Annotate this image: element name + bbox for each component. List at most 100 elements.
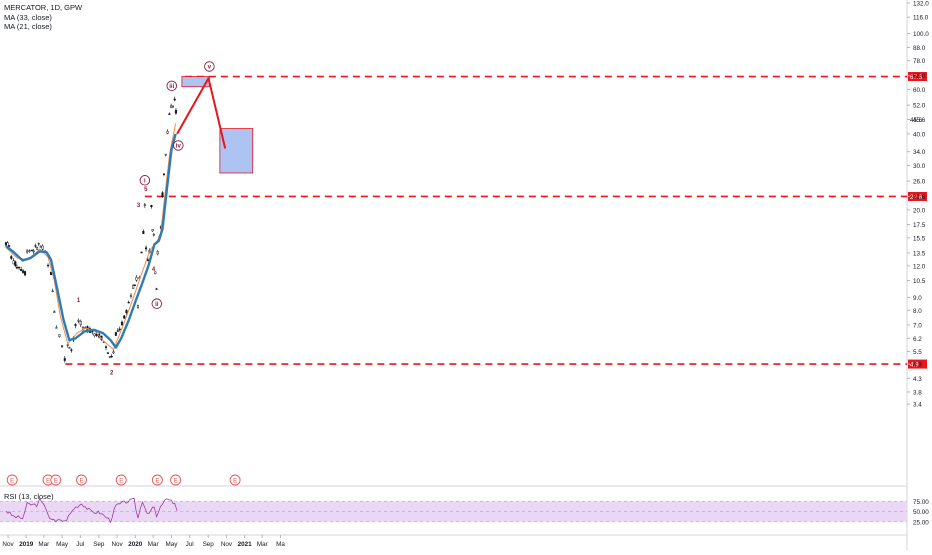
grid-layer — [0, 0, 908, 550]
price-candle-body — [23, 271, 27, 276]
time-tick-label: 2021 — [238, 541, 253, 548]
price-tick-label: 15.5 — [913, 235, 926, 242]
price-candle-body — [114, 332, 117, 336]
wave-label: 1 — [77, 298, 81, 304]
price-candle-body — [118, 328, 121, 331]
price-tick-label: 22.6 — [913, 194, 926, 201]
level-price-tag — [908, 72, 927, 82]
price-candle-body — [68, 347, 71, 349]
price-candle-body — [166, 131, 169, 134]
earnings-marker — [6, 474, 18, 486]
price-candle-body — [104, 346, 108, 348]
time-tick-label: 2019 — [19, 541, 34, 548]
price-candle-body — [140, 251, 143, 254]
earnings-marker-label: E — [54, 478, 58, 484]
price-candle-body — [10, 256, 13, 259]
time-tick-label: May — [165, 541, 178, 548]
price-candle-body — [34, 245, 37, 247]
price-candle-body — [55, 327, 58, 329]
price-candle-body — [12, 260, 15, 265]
wave-circle-marker — [173, 140, 184, 151]
price-tick-label: 30.0 — [913, 163, 926, 170]
price-tick-label: 78.0 — [913, 58, 926, 65]
price-candle-body — [142, 230, 145, 234]
price-candle-body — [110, 355, 113, 358]
price-candle-body — [162, 173, 166, 175]
time-tick-label: May — [56, 541, 69, 548]
price-candle-body — [4, 242, 7, 246]
symbol-title[interactable]: MERCATOR, 1D, GPW — [4, 3, 83, 12]
price-candle-body — [174, 109, 177, 114]
price-candle-body — [144, 247, 148, 250]
price-tick-label: 26.0 — [913, 179, 926, 186]
price-candle-body — [168, 113, 171, 115]
earnings-marker-label: E — [174, 478, 178, 484]
price-candle-body — [74, 324, 77, 326]
earnings-marker — [76, 474, 87, 486]
earnings-marker — [229, 474, 241, 486]
price-candle-body — [28, 250, 31, 252]
price-tick-label: 6.2 — [913, 336, 922, 343]
price-candle-body — [18, 266, 21, 269]
price-tick-label: 5.5 — [913, 349, 922, 356]
price-candle-body — [116, 330, 119, 332]
price-candle-body — [36, 247, 39, 250]
price-candle-body — [129, 295, 133, 297]
ma-slow-legend[interactable]: MA (33, close) — [4, 12, 52, 22]
price-candle-body — [26, 250, 29, 253]
current-price-tag — [908, 115, 927, 125]
wave-label: 2 — [110, 370, 114, 376]
price-tick-label: 4.3 — [913, 376, 922, 383]
time-tick-label: 2020 — [128, 541, 143, 548]
price-candle-body — [49, 271, 53, 276]
price-tick-label: 60.0 — [913, 87, 926, 94]
time-tick-label: Sep — [93, 541, 105, 548]
current-price-label: 45.6 — [910, 117, 923, 124]
price-candle-body — [164, 153, 167, 156]
price-candle-body — [77, 320, 80, 322]
price-candle-body — [41, 245, 44, 250]
price-candle-body — [155, 288, 158, 290]
price-tick-label: 116.0 — [913, 15, 929, 22]
price-candle-body — [112, 351, 115, 354]
wave-label: ii — [155, 302, 159, 308]
price-candle-body — [61, 345, 64, 347]
rsi-tick-label: 50.00 — [913, 509, 929, 516]
price-candle-body — [53, 311, 56, 314]
price-candle-body — [151, 229, 154, 232]
price-tick-label: 88.0 — [913, 45, 926, 52]
ma-fast-legend[interactable]: MA (21, close) — [4, 22, 52, 31]
price-tick-label: 10.5 — [913, 278, 926, 285]
wave-circle-marker — [204, 61, 215, 72]
correction-zone — [219, 128, 254, 174]
wave-circle-marker — [151, 298, 163, 309]
time-tick-label: Mar — [148, 541, 159, 548]
wave-label: v — [208, 65, 212, 71]
rsi-layer: 75.00 50.00 25.00 — [0, 497, 929, 526]
price-tick-label: 52.0 — [913, 103, 926, 110]
time-tick-label: Sep — [203, 541, 215, 548]
price-candle-body — [63, 358, 66, 361]
price-candle-body — [123, 315, 126, 319]
price-candle-body — [93, 333, 96, 336]
price-candle-body — [51, 290, 54, 293]
wave-label: 3 — [137, 203, 141, 209]
price-tick-label: 40.0 — [913, 131, 926, 138]
level-price-label: 22.6 — [910, 194, 923, 201]
chart-legend: MERCATOR, 1D, GPW MA (33, close) MA (21,… — [4, 3, 82, 32]
price-candle-body — [156, 251, 159, 255]
time-tick-label: Ma — [276, 541, 285, 548]
price-candle-body — [108, 356, 111, 358]
price-tick-label: 12.0 — [913, 263, 926, 270]
levels-layer: 67.5 22.6 4.9 45.6 — [65, 72, 927, 369]
time-tick-label: Nov — [111, 541, 123, 548]
wave-label: 5 — [144, 187, 148, 193]
rsi-legend[interactable]: RSI (13, close) — [4, 492, 54, 501]
price-candle-body — [30, 249, 33, 252]
